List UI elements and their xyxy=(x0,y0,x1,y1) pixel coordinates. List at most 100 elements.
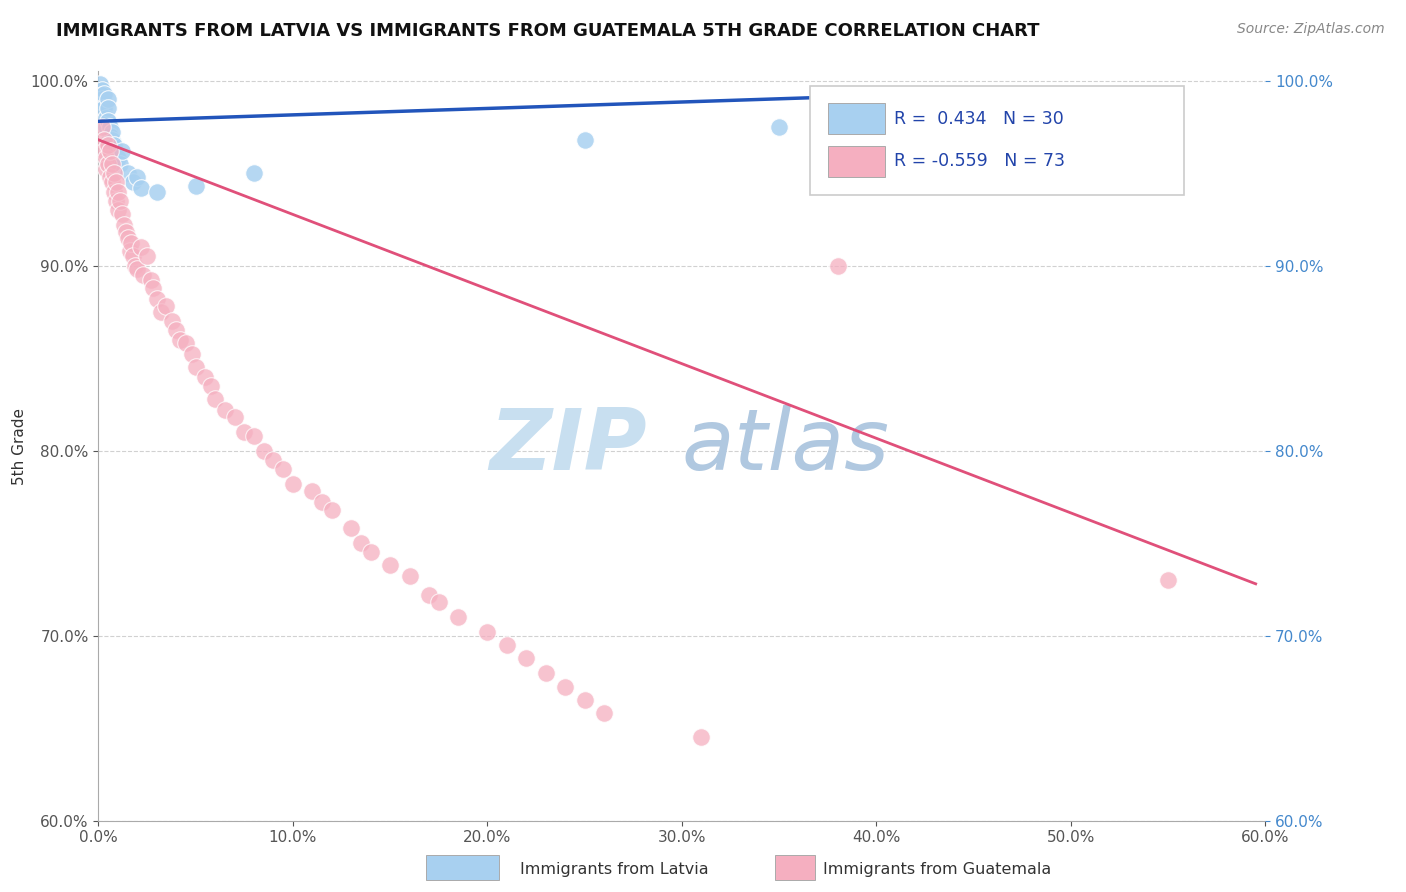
Point xyxy=(111,207,134,221)
Point xyxy=(162,314,184,328)
Point xyxy=(127,262,149,277)
Point xyxy=(112,218,135,232)
Point xyxy=(104,175,127,189)
Point xyxy=(93,87,115,101)
Point xyxy=(117,231,139,245)
Point xyxy=(93,101,115,115)
Point xyxy=(96,111,118,125)
Point xyxy=(91,88,114,103)
Point xyxy=(593,706,616,721)
Point xyxy=(114,225,136,239)
Text: Immigrants from Guatemala: Immigrants from Guatemala xyxy=(823,863,1050,877)
Text: Source: ZipAtlas.com: Source: ZipAtlas.com xyxy=(1237,22,1385,37)
Point xyxy=(224,410,246,425)
Point xyxy=(98,120,121,134)
Text: R =  0.434   N = 30: R = 0.434 N = 30 xyxy=(894,110,1064,128)
Point xyxy=(96,151,118,165)
Point xyxy=(91,120,114,134)
Point xyxy=(447,610,470,624)
Text: R = -0.559   N = 73: R = -0.559 N = 73 xyxy=(894,153,1066,170)
Text: Immigrants from Latvia: Immigrants from Latvia xyxy=(520,863,709,877)
Point xyxy=(101,125,124,139)
Point xyxy=(380,558,402,573)
Point xyxy=(574,133,596,147)
Text: ZIP: ZIP xyxy=(489,404,647,488)
Point xyxy=(554,681,576,695)
Point xyxy=(129,240,152,254)
Point xyxy=(194,369,217,384)
Point xyxy=(103,138,125,153)
Point xyxy=(200,379,222,393)
Point xyxy=(534,665,557,680)
Point xyxy=(180,347,202,361)
Point xyxy=(129,181,152,195)
Point xyxy=(214,403,236,417)
Point xyxy=(104,194,127,208)
Point xyxy=(108,194,131,208)
Point xyxy=(301,484,323,499)
Point xyxy=(155,299,177,313)
Point xyxy=(271,462,294,476)
FancyBboxPatch shape xyxy=(810,87,1184,195)
Point xyxy=(127,169,149,184)
Point xyxy=(768,120,790,134)
Point xyxy=(398,569,420,583)
Point xyxy=(477,624,499,639)
Point xyxy=(262,453,284,467)
Point xyxy=(827,259,849,273)
Point xyxy=(101,175,124,189)
Point xyxy=(97,92,120,106)
Point xyxy=(281,477,304,491)
Point xyxy=(117,166,139,180)
Point xyxy=(418,588,440,602)
Point xyxy=(311,495,333,509)
Point xyxy=(136,249,159,263)
Point xyxy=(97,157,120,171)
Point xyxy=(233,425,256,439)
Point xyxy=(174,336,197,351)
Point xyxy=(101,133,124,147)
FancyBboxPatch shape xyxy=(828,145,884,177)
Point xyxy=(496,638,519,652)
Point xyxy=(1157,573,1180,587)
Point xyxy=(360,545,382,559)
Point xyxy=(122,175,145,189)
FancyBboxPatch shape xyxy=(828,103,884,135)
Point xyxy=(340,521,363,535)
Point xyxy=(98,144,121,158)
Point xyxy=(574,693,596,707)
Point xyxy=(93,144,115,158)
Point xyxy=(169,333,191,347)
Point xyxy=(91,92,114,106)
Point xyxy=(104,147,127,161)
Point xyxy=(107,203,129,218)
Point xyxy=(321,503,343,517)
Point xyxy=(96,162,118,177)
Point xyxy=(89,78,111,92)
Point xyxy=(96,120,118,134)
Point xyxy=(350,536,373,550)
Point xyxy=(93,95,115,110)
Point xyxy=(132,268,155,282)
Point xyxy=(146,292,169,306)
Point xyxy=(103,166,125,180)
Point xyxy=(139,273,162,287)
Point xyxy=(101,157,124,171)
Point xyxy=(690,731,713,745)
Point xyxy=(107,151,129,165)
Point xyxy=(97,114,120,128)
Point xyxy=(103,185,125,199)
Y-axis label: 5th Grade: 5th Grade xyxy=(13,408,27,484)
Point xyxy=(204,392,226,406)
Point xyxy=(98,129,121,144)
Point xyxy=(98,169,121,184)
Point xyxy=(122,249,145,263)
Point xyxy=(121,236,143,251)
Point xyxy=(97,101,120,115)
Point xyxy=(93,133,115,147)
Point xyxy=(253,443,276,458)
Point xyxy=(124,259,146,273)
Point xyxy=(515,650,537,665)
Point xyxy=(91,83,114,97)
Point xyxy=(184,360,207,375)
